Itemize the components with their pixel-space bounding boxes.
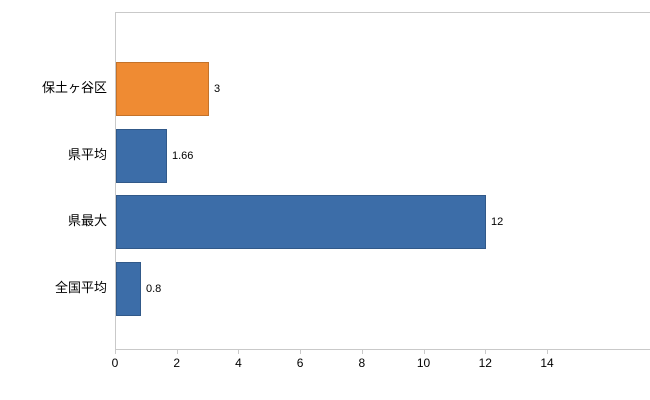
- x-tick-label-5: 10: [416, 356, 431, 370]
- value-label-3: 0.8: [146, 283, 162, 296]
- value-label-2: 12: [491, 216, 504, 229]
- value-label-1: 1.66: [172, 149, 194, 162]
- x-tick-mark-5: [423, 350, 425, 354]
- x-tick-label-6: 12: [478, 356, 492, 370]
- x-tick-mark-7: [547, 350, 548, 354]
- plot-area: 3 1.66 12 0.8: [115, 12, 650, 350]
- x-tick-label-1: 2: [173, 356, 181, 370]
- x-tick-label-3: 6: [296, 356, 304, 370]
- x-tick-mark-0: [115, 350, 116, 354]
- category-label-1: 県平均: [67, 146, 107, 162]
- x-tick-mark-6: [485, 350, 487, 354]
- x-tick-mark-4: [361, 350, 363, 354]
- category-label-0: 保土ヶ谷区: [41, 80, 107, 95]
- x-tick-mark-3: [300, 350, 302, 354]
- x-tick-label-0: 0: [111, 356, 119, 370]
- x-tick-mark-1: [176, 350, 178, 354]
- x-tick-label-7: 14: [540, 356, 554, 370]
- bar-1: [116, 128, 167, 183]
- bar-2: [116, 195, 486, 250]
- x-tick-label-4: 8: [358, 356, 366, 370]
- bar-3: [116, 262, 141, 317]
- x-tick-label-2: 4: [235, 356, 242, 370]
- value-label-0: 3: [214, 83, 221, 95]
- x-tick-mark-2: [238, 350, 240, 354]
- category-label-2: 県最大: [67, 213, 107, 229]
- bar-0: [116, 62, 209, 116]
- category-label-3: 全国平均: [54, 280, 107, 296]
